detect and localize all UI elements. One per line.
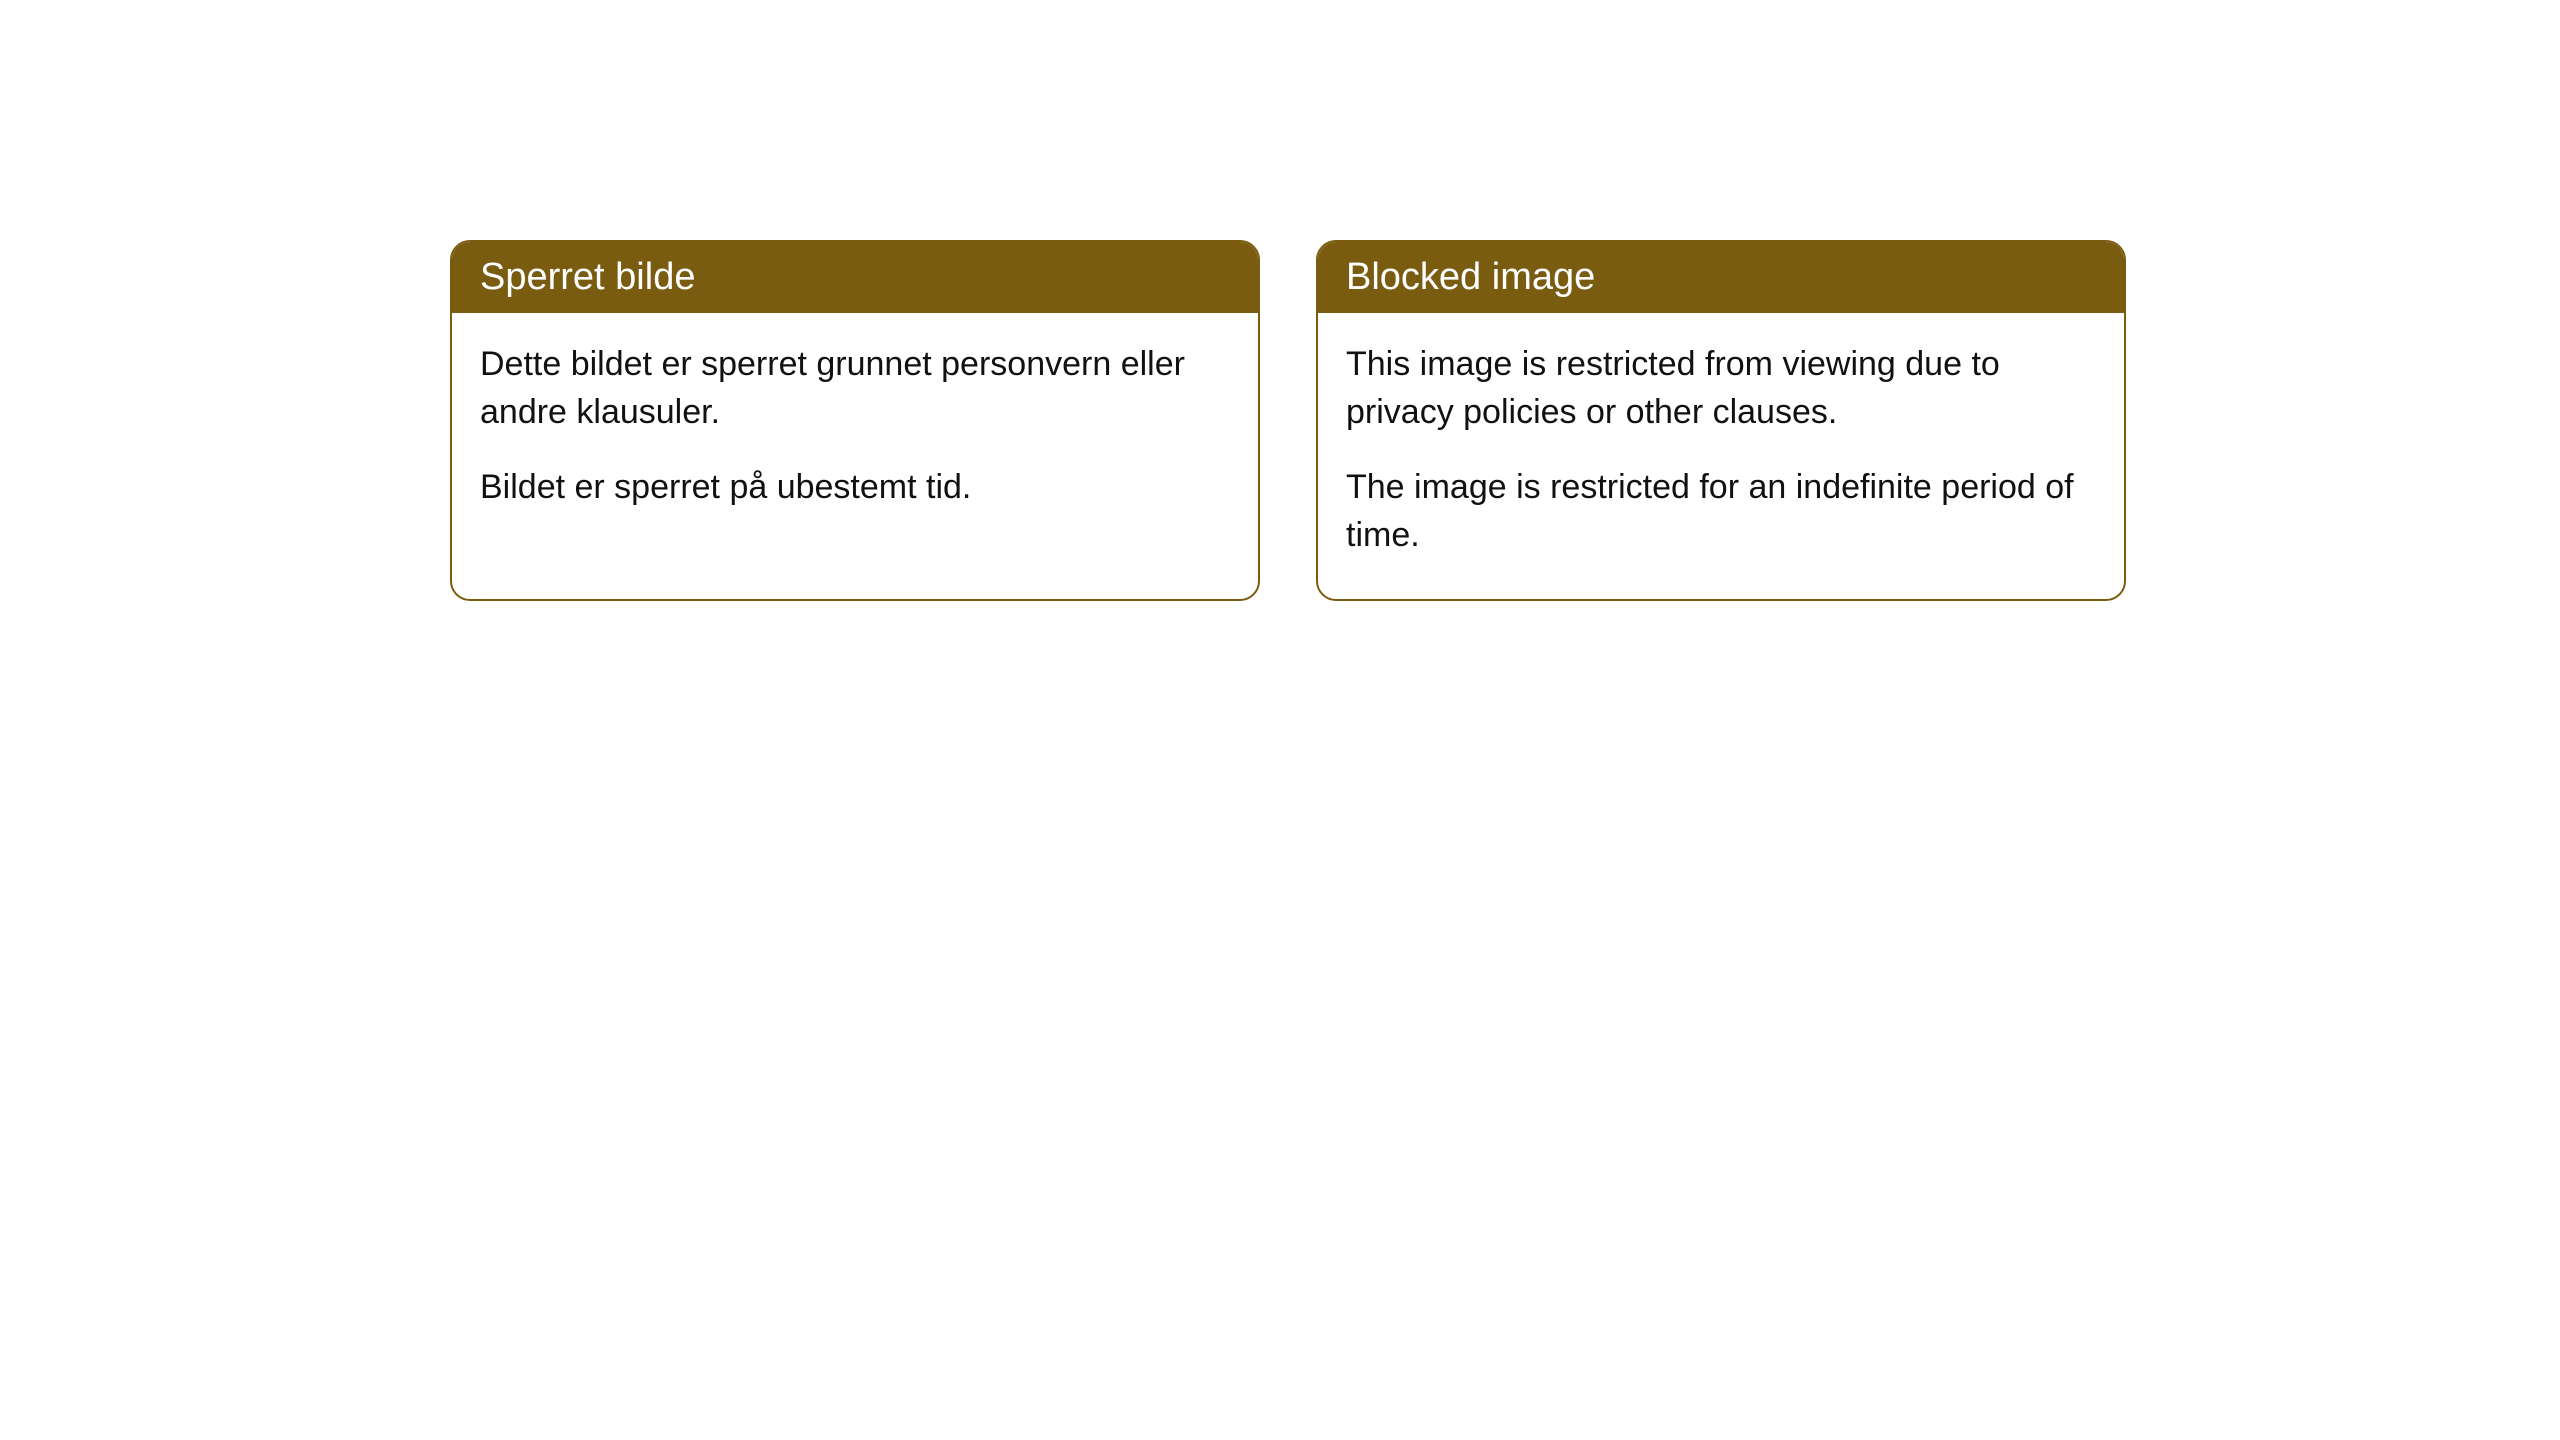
notice-card-body: This image is restricted from viewing du… (1318, 313, 2124, 599)
notice-text-line-2: The image is restricted for an indefinit… (1346, 464, 2096, 559)
notice-cards-container: Sperret bilde Dette bildet er sperret gr… (450, 240, 2126, 601)
notice-card-english: Blocked image This image is restricted f… (1316, 240, 2126, 601)
notice-text-line-1: This image is restricted from viewing du… (1346, 341, 2096, 436)
notice-card-title: Blocked image (1318, 242, 2124, 313)
notice-text-line-1: Dette bildet er sperret grunnet personve… (480, 341, 1230, 436)
notice-card-norwegian: Sperret bilde Dette bildet er sperret gr… (450, 240, 1260, 601)
notice-card-body: Dette bildet er sperret grunnet personve… (452, 313, 1258, 552)
notice-card-title: Sperret bilde (452, 242, 1258, 313)
notice-text-line-2: Bildet er sperret på ubestemt tid. (480, 464, 1230, 512)
